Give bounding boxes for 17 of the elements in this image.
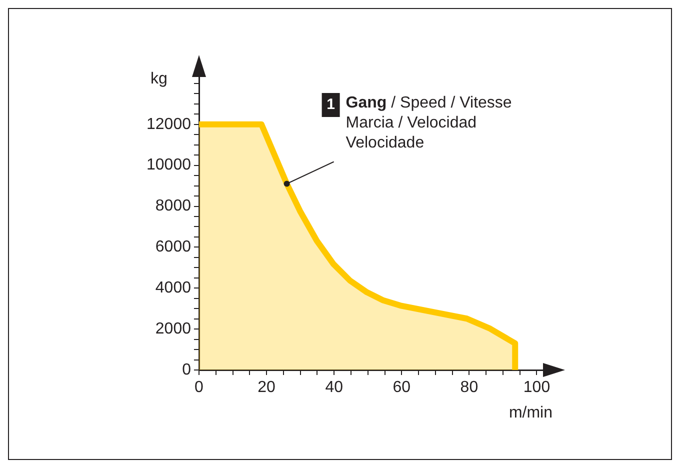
x-tick-label: 40	[325, 379, 344, 396]
x-tick-label: 0	[194, 379, 204, 396]
x-tick-label: 60	[392, 379, 411, 396]
x-tick-label: 80	[460, 379, 478, 396]
y-tick-label: 6000	[155, 238, 192, 256]
y-tick-label: 2000	[155, 320, 192, 338]
x-axis-title: m/min	[508, 404, 553, 422]
annotation: 1	[326, 96, 335, 114]
x-tick-label: 100	[523, 379, 550, 396]
y-tick-label: 8000	[155, 198, 192, 215]
x-tick-label: 20	[258, 379, 276, 396]
y-tick-label: 0	[182, 361, 192, 378]
y-tick-label: 12000	[146, 116, 192, 133]
y-tick-label: 10000	[146, 156, 192, 174]
y-axis-title: kg	[150, 70, 168, 88]
y-tick-label: 4000	[155, 280, 192, 297]
annotation: Gang / Speed / Vitesse Marcia / Velocidad Velocidade	[346, 94, 512, 152]
